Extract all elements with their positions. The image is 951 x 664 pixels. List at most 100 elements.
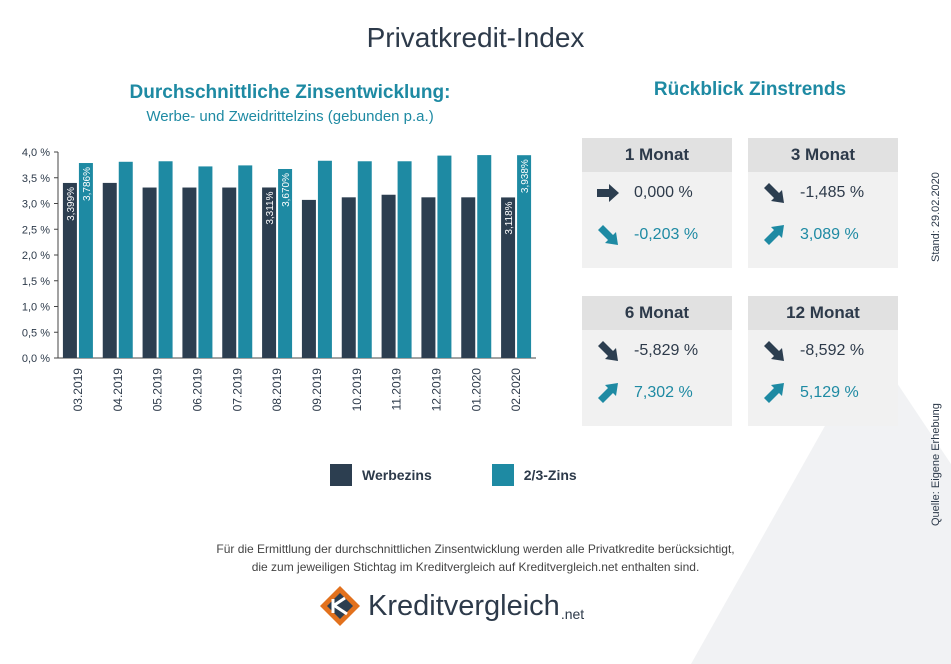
bar-zweidrittelzins [317, 160, 332, 358]
bar-werbezins [182, 187, 197, 358]
y-tick-label: 0,0 % [22, 353, 50, 365]
bar-werbezins [421, 197, 436, 358]
trends-title: Rückblick Zinstrends [653, 79, 847, 100]
bar-werbezins [461, 197, 476, 358]
x-tick-label: 10.2019 [350, 368, 364, 412]
trend-box-12-monat: 12 Monat -8,592 % 5,129 % [748, 296, 898, 426]
trend-value-zweidrittelzins: 7,302 % [634, 384, 693, 401]
data-label: 3,311% [265, 191, 276, 224]
y-tick-label: 3,0 % [22, 199, 50, 211]
bar-werbezins [341, 197, 356, 358]
chart-legend: Werbezins 2/3-Zins [330, 464, 637, 486]
footnote-line-1: Für die Ermittlung der durchschnittliche… [216, 542, 735, 556]
chart-title: Durchschnittliche Zinsentwicklung: [129, 82, 451, 103]
trend-row-zweidrittelzins: 7,302 % [582, 372, 732, 414]
data-label: 3,399% [66, 187, 77, 221]
bar-werbezins [501, 197, 516, 358]
data-label: 3,938% [520, 159, 531, 193]
footnote: Für die Ermittlung der durchschnittliche… [0, 540, 951, 576]
trend-row-werbezins: -1,485 % [748, 172, 898, 214]
arrow-down-right-icon [764, 341, 784, 361]
trend-box-label: 6 Monat [582, 296, 732, 330]
trend-value-werbezins: 0,000 % [634, 184, 693, 201]
arrow-up-right-icon [764, 383, 784, 403]
stand-date: Stand: 29.02.2020 [930, 172, 942, 262]
bar-werbezins [381, 194, 396, 358]
y-tick-label: 3,5 % [22, 173, 50, 185]
x-tick-label: 11.2019 [390, 368, 404, 411]
x-tick-label: 02.2020 [509, 368, 523, 412]
y-tick-label: 1,5 % [22, 276, 50, 288]
bar-zweidrittelzins [78, 163, 93, 358]
trend-value-werbezins: -8,592 % [800, 342, 865, 359]
page-title: Privatkredit-Index [366, 22, 585, 53]
arrow-down-right-icon [764, 183, 784, 203]
trend-box-label: 12 Monat [748, 296, 898, 330]
bar-werbezins [102, 182, 117, 358]
x-tick-label: 12.2019 [429, 368, 443, 412]
bar-zweidrittelzins [278, 168, 293, 358]
arrow-down-right-icon [598, 225, 618, 245]
legend-label-zweidrittelzins: 2/3-Zins [523, 467, 577, 483]
arrow-up-right-icon [598, 383, 618, 403]
bar-werbezins [62, 182, 77, 358]
data-label: 3,670% [281, 173, 292, 207]
y-tick-label: 2,5 % [22, 224, 50, 236]
bar-zweidrittelzins [397, 161, 412, 358]
trend-row-zweidrittelzins: -0,203 % [582, 214, 732, 256]
trend-value-werbezins: -1,485 % [800, 184, 865, 201]
source-note: Quelle: Eigene Erhebung [930, 403, 942, 526]
legend-item-werbezins: Werbezins [330, 464, 432, 486]
arrow-down-right-icon [598, 341, 618, 361]
bar-zweidrittelzins [238, 165, 253, 358]
trend-row-zweidrittelzins: 3,089 % [748, 214, 898, 256]
logo-text: Kreditvergleich [368, 589, 560, 622]
x-tick-label: 04.2019 [111, 368, 125, 412]
x-tick-label: 01.2020 [469, 368, 483, 412]
trend-value-werbezins: -5,829 % [634, 342, 699, 359]
data-label: 3,118% [504, 201, 515, 234]
trend-box-label: 1 Monat [582, 138, 732, 172]
trend-row-werbezins: -5,829 % [582, 330, 732, 372]
brand-logo[interactable]: Kreditvergleich .net [318, 584, 584, 628]
chart-subtitle: Werbe- und Zweidrittelzins (gebunden p.a… [146, 108, 434, 125]
x-tick-label: 08.2019 [270, 368, 284, 412]
trend-row-zweidrittelzins: 5,129 % [748, 372, 898, 414]
x-tick-label: 06.2019 [190, 368, 204, 412]
data-label: 3,786% [82, 167, 93, 201]
trend-row-werbezins: 0,000 % [582, 172, 732, 214]
legend-item-zweidrittelzins: 2/3-Zins [491, 464, 577, 486]
x-tick-label: 05.2019 [151, 368, 165, 412]
logo-suffix: .net [560, 606, 585, 622]
y-tick-label: 0,5 % [22, 327, 50, 339]
y-tick-label: 4,0 % [22, 147, 50, 159]
bar-zweidrittelzins [357, 161, 372, 358]
bar-werbezins [301, 199, 316, 358]
x-tick-label: 07.2019 [230, 368, 244, 412]
trend-value-zweidrittelzins: -0,203 % [634, 226, 699, 243]
arrow-up-right-icon [764, 225, 784, 245]
kreditvergleich-logo-icon [320, 586, 360, 626]
trend-value-zweidrittelzins: 5,129 % [800, 384, 859, 401]
trend-box-1-monat: 1 Monat 0,000 % -0,203 % [582, 138, 732, 268]
trend-box-6-monat: 6 Monat -5,829 % 7,302 % [582, 296, 732, 426]
legend-label-werbezins: Werbezins [362, 467, 432, 483]
x-tick-label: 03.2019 [71, 368, 85, 412]
legend-swatch-werbezins [330, 464, 352, 486]
trend-box-3-monat: 3 Monat -1,485 % 3,089 % [748, 138, 898, 268]
bar-zweidrittelzins [158, 161, 173, 358]
arrow-right-icon [597, 184, 619, 202]
bar-zweidrittelzins [477, 155, 492, 358]
footnote-line-2: die zum jeweiligen Stichtag im Kreditver… [251, 560, 700, 574]
bar-werbezins [142, 187, 157, 358]
trend-box-label: 3 Monat [748, 138, 898, 172]
bar-chart: 0,0 % 0,5 % 1,0 % 1,5 % 2,0 % 2,5 % 3,0 % 3,5 %… [22, 147, 536, 412]
bar-werbezins [222, 187, 237, 358]
legend-swatch-zweidrittelzins [491, 464, 514, 486]
bar-zweidrittelzins [437, 155, 452, 358]
trend-value-zweidrittelzins: 3,089 % [800, 226, 859, 243]
bar-zweidrittelzins [198, 166, 213, 358]
trend-row-werbezins: -8,592 % [748, 330, 898, 372]
x-tick-label: 09.2019 [310, 368, 324, 412]
bar-werbezins [262, 187, 277, 358]
